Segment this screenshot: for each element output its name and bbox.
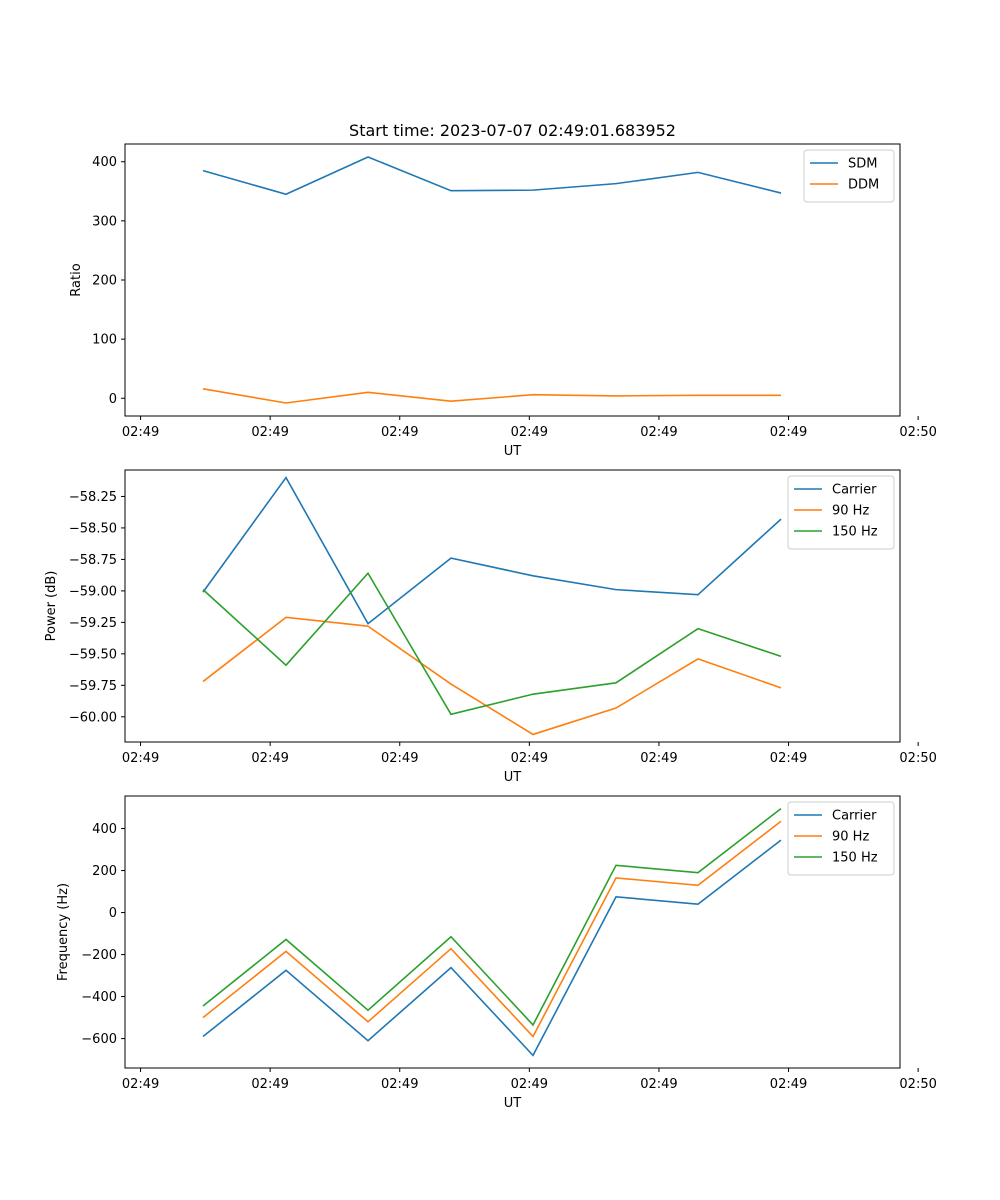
x-tick-label: 02:49 [770, 425, 807, 440]
y-tick-label: 100 [92, 333, 117, 348]
y-tick-label: −59.50 [69, 647, 117, 662]
series-line-sdm [202, 156, 782, 196]
y-tick-label: 200 [92, 274, 117, 289]
x-tick-label: 02:50 [899, 425, 936, 440]
y-tick-label: 0 [109, 392, 117, 407]
x-tick-label: 02:49 [251, 751, 288, 766]
y-tick-label: −400 [81, 990, 117, 1005]
x-axis-label: UT [504, 770, 522, 785]
y-tick-label: −200 [81, 948, 117, 963]
legend-label: 90 Hz [832, 504, 869, 519]
y-tick-label: −60.00 [69, 710, 117, 725]
legend-label: 150 Hz [832, 525, 878, 540]
plot-frame [124, 143, 901, 417]
x-tick-label: 02:49 [640, 751, 677, 766]
y-tick-label: −58.25 [69, 490, 117, 505]
y-tick-label: −59.25 [69, 616, 117, 631]
series-line-ddm [202, 388, 781, 404]
x-tick-label: 02:49 [122, 1077, 159, 1092]
x-tick-label: 02:50 [899, 751, 936, 766]
x-tick-label: 02:49 [381, 1077, 418, 1092]
y-axis-label: Frequency (Hz) [56, 883, 71, 981]
x-tick-label: 02:49 [122, 425, 159, 440]
legend-label: 150 Hz [832, 851, 878, 866]
y-tick-label: 400 [92, 822, 117, 837]
x-tick-label: 02:49 [381, 425, 418, 440]
series-line-carrier [202, 839, 782, 1057]
legend-label: Carrier [832, 809, 877, 824]
y-tick-label: 200 [92, 864, 117, 879]
legend-label: 90 Hz [832, 830, 869, 845]
x-tick-label: 02:49 [381, 751, 418, 766]
y-tick-label: −58.75 [69, 553, 117, 568]
x-tick-label: 02:49 [251, 1077, 288, 1092]
legend-label: DDM [848, 178, 879, 193]
x-tick-label: 02:49 [511, 425, 548, 440]
x-tick-label: 02:49 [251, 425, 288, 440]
x-axis-label: UT [504, 444, 522, 459]
plot-frame [124, 795, 901, 1069]
x-tick-label: 02:49 [122, 751, 159, 766]
series-line-150-hz [202, 571, 782, 716]
y-tick-label: −600 [81, 1032, 117, 1047]
y-tick-label: −59.75 [69, 679, 117, 694]
series-line-90-hz [202, 820, 782, 1038]
plot-frame [124, 469, 901, 743]
series-line-90-hz [202, 616, 782, 736]
y-tick-label: 0 [109, 906, 117, 921]
x-tick-label: 02:49 [770, 1077, 807, 1092]
x-tick-label: 02:49 [640, 1077, 677, 1092]
y-tick-label: 300 [92, 214, 117, 229]
legend-label: Carrier [832, 483, 877, 498]
x-tick-label: 02:49 [511, 751, 548, 766]
x-tick-label: 02:49 [511, 1077, 548, 1092]
legend-label: SDM [848, 157, 877, 172]
series-line-carrier [202, 476, 782, 625]
y-tick-label: 400 [92, 155, 117, 170]
series-line-150-hz [202, 807, 782, 1027]
y-tick-label: −58.50 [69, 521, 117, 536]
y-tick-label: −59.00 [69, 584, 117, 599]
x-tick-label: 02:49 [770, 751, 807, 766]
y-axis-label: Ratio [69, 263, 84, 296]
chart-title: Start time: 2023-07-07 02:49:01.683952 [349, 121, 676, 140]
x-tick-label: 02:49 [640, 425, 677, 440]
x-axis-label: UT [504, 1096, 522, 1111]
x-tick-label: 02:50 [899, 1077, 936, 1092]
y-axis-label: Power (dB) [44, 571, 59, 642]
